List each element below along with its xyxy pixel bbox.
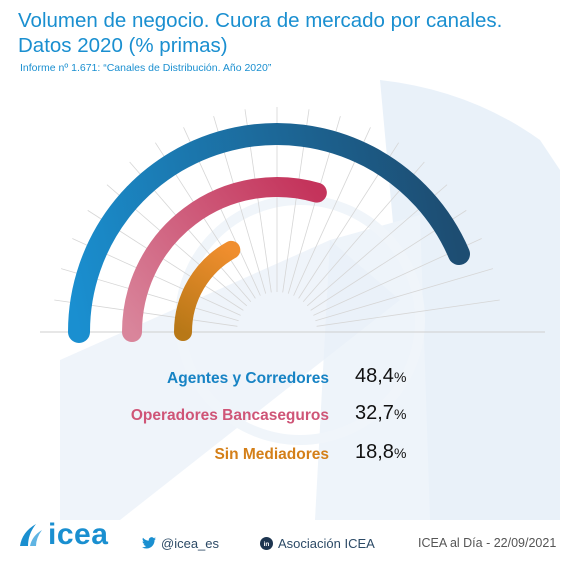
arc-operadores-bancaseguros xyxy=(122,177,327,342)
radial-tick xyxy=(316,299,500,327)
legend-label: Operadores Bancaseguros xyxy=(130,407,329,424)
twitter-link[interactable]: @icea_es xyxy=(142,530,219,556)
chart-title: Volumen de negocio. Cuora de mercado por… xyxy=(18,8,558,58)
icea-logo: icea xyxy=(16,518,108,551)
legend-label: Agentes y Corredores xyxy=(167,370,329,387)
svg-text:in: in xyxy=(264,541,270,548)
value-label: 32,7% xyxy=(355,402,406,425)
value-number: 32,7 xyxy=(355,402,394,424)
value-unit: % xyxy=(393,406,407,422)
legend-row: Operadores Bancaseguros 32,7% xyxy=(0,402,567,432)
radial-tick xyxy=(315,268,493,322)
chart-arcs xyxy=(68,123,471,343)
chart-subtitle: Informe nº 1.671: “Canales de Distribuci… xyxy=(20,62,272,74)
value-unit: % xyxy=(393,369,407,385)
footer-date: ICEA al Día - 22/09/2021 xyxy=(418,536,557,550)
value-number: 18,8 xyxy=(355,441,394,463)
legend-label: Sin Mediadores xyxy=(214,446,329,463)
icea-logo-icon xyxy=(16,520,46,550)
value-unit: % xyxy=(393,445,407,461)
twitter-handle: @icea_es xyxy=(161,535,220,551)
arc-sin-mediadores xyxy=(174,240,241,341)
twitter-icon xyxy=(142,537,156,549)
legend-row: Agentes y Corredores 48,4% xyxy=(0,365,567,395)
legend-row: Sin Mediadores 18,8% xyxy=(0,441,567,471)
value-label: 18,8% xyxy=(355,441,406,464)
value-label: 48,4% xyxy=(355,365,406,388)
value-number: 48,4 xyxy=(355,365,394,387)
linkedin-icon: in xyxy=(260,536,273,550)
linkedin-name: Asociación ICEA xyxy=(278,535,375,551)
title-line-2: Datos 2020 (% primas) xyxy=(18,34,228,57)
logo-text: icea xyxy=(48,518,109,551)
linkedin-link[interactable]: in Asociación ICEA xyxy=(260,530,375,556)
arc-agentes-y-corredores xyxy=(68,123,471,343)
title-line-1: Volumen de negocio. Cuora de mercado por… xyxy=(18,9,503,32)
